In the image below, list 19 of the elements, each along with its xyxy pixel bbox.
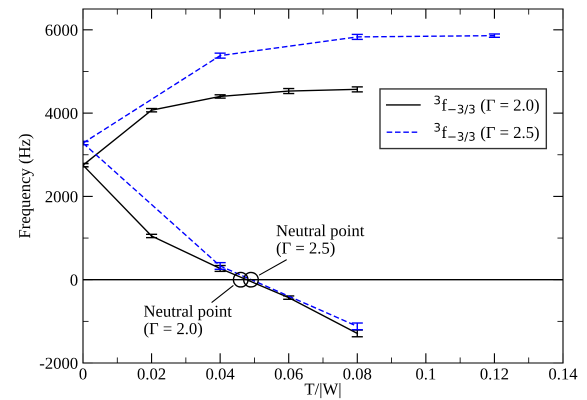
- y-axis-title: Frequency (Hz): [18, 134, 34, 238]
- x-tick-label: 0.06: [274, 368, 303, 380]
- x-axis-title: T/|W|: [304, 382, 340, 398]
- x-tick-label: 0.14: [549, 368, 578, 380]
- legend-label: $^{3}$f$_{−3/3}$ (Γ = 2.0): [434, 96, 539, 114]
- y-tick-label: 6000: [46, 24, 78, 36]
- y-tick-label: -2000: [40, 358, 78, 369]
- x-tick-label: 0.08: [343, 368, 372, 380]
- x-tick-label: 0: [79, 368, 87, 380]
- x-tick-label: 0.02: [138, 368, 166, 380]
- y-tick-label: 0: [70, 274, 78, 286]
- legend-label: $^{3}$f$_{−3/3}$ (Γ = 2.5): [434, 122, 539, 142]
- annotation: Neutral point (Γ = 2.0): [144, 305, 232, 338]
- annotation: Neutral point (Γ = 2.5): [276, 224, 364, 258]
- x-tick-label: 0.12: [480, 368, 508, 380]
- x-tick-label: 0.1: [416, 368, 436, 380]
- y-tick-label: 4000: [45, 108, 78, 120]
- x-tick-label: 0.04: [206, 368, 234, 380]
- y-tick-label: 2000: [46, 191, 78, 202]
